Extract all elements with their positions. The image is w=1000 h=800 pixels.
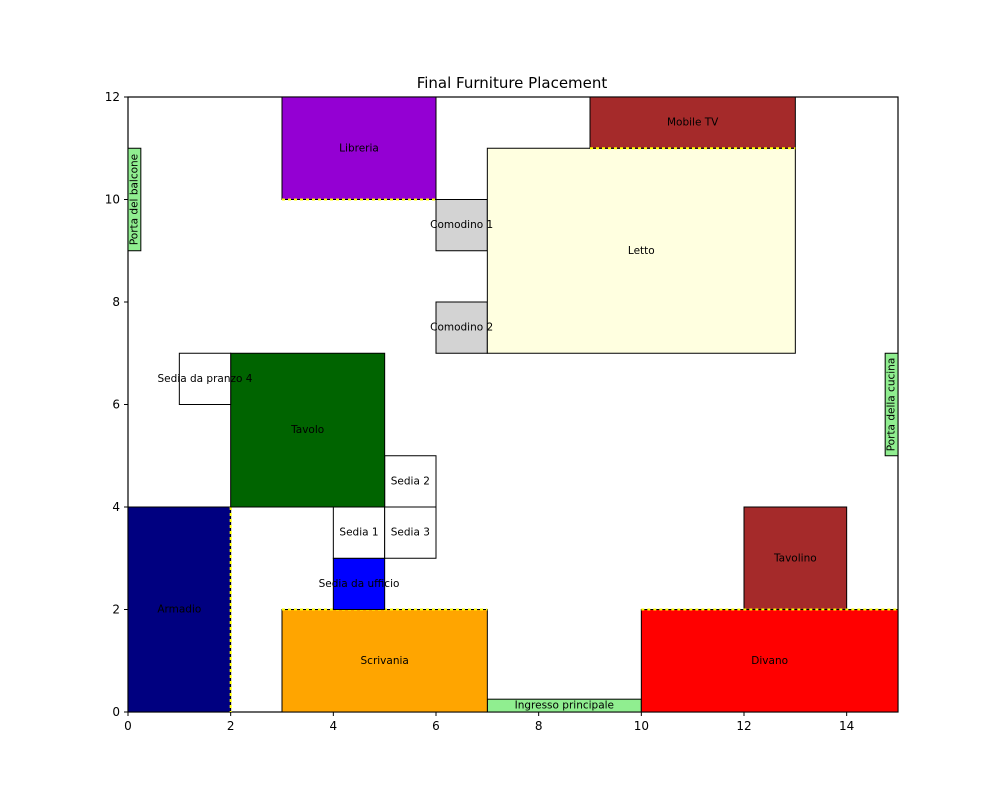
x-tick-label: 2 (227, 719, 235, 733)
y-tick-label: 2 (112, 603, 120, 617)
x-tick-label: 10 (634, 719, 649, 733)
furniture-sedia-2 (384, 455, 437, 508)
furniture-comodino-1 (435, 199, 488, 252)
furniture-comodino-2 (435, 301, 488, 354)
door-label: Porta della cucina (886, 358, 898, 452)
y-tick-label: 0 (112, 705, 120, 719)
y-tick-label: 8 (112, 295, 120, 309)
furniture-scrivania (281, 609, 488, 713)
plot-area: 0 2 4 6 8 10 12 14 0 2 4 6 8 10 12 Porta del balcone Por… (105, 90, 899, 733)
door-label: Porta del balcone (128, 154, 140, 245)
y-tick-label: 6 (112, 398, 120, 412)
furniture-tavolino (743, 506, 848, 610)
furniture-label: Libreria (339, 142, 379, 154)
y-tick-label: 10 (105, 193, 120, 207)
furniture-label: Divano (751, 655, 788, 667)
furniture-label: Sedia 3 (391, 527, 430, 539)
furniture-label: Mobile TV (667, 117, 719, 129)
furniture-label: Tavolo (290, 424, 324, 436)
x-tick-label: 0 (124, 719, 132, 733)
furniture-label: Comodino 1 (430, 219, 493, 231)
furniture-label: Letto (628, 245, 655, 257)
x-tick-label: 4 (330, 719, 338, 733)
furniture-tavolo (230, 352, 386, 508)
furniture-label: Comodino 2 (430, 322, 493, 334)
furniture-label: Tavolino (773, 552, 817, 564)
chart-title: Final Furniture Placement (417, 74, 608, 92)
y-tick-label: 12 (105, 90, 120, 104)
furniture-label: Sedia da pranzo 4 (158, 373, 253, 385)
furniture-sedia-1 (332, 506, 386, 559)
furniture-mobile-tv (589, 96, 796, 149)
door-porta-della-cucina (884, 352, 899, 457)
x-tick-label: 14 (839, 719, 854, 733)
furniture-label: Sedia 2 (391, 475, 430, 487)
furniture-label: Sedia da ufficio (319, 578, 400, 590)
furniture-letto (486, 147, 796, 354)
furniture-sedia-da-pranzo-4 (178, 352, 232, 405)
furniture-label: Sedia 1 (339, 527, 378, 539)
furniture-label: Scrivania (361, 655, 409, 667)
door-label: Ingresso principale (515, 700, 614, 712)
x-tick-label: 12 (736, 719, 751, 733)
furniture-sedia-3 (384, 506, 437, 559)
furniture-divano (640, 609, 899, 713)
furniture-libreria (281, 96, 437, 200)
x-tick-label: 8 (535, 719, 543, 733)
furniture-label: Armadio (157, 604, 201, 616)
y-tick-label: 4 (112, 500, 120, 514)
door-porta-del-balcone (127, 147, 142, 252)
x-tick-label: 6 (432, 719, 440, 733)
